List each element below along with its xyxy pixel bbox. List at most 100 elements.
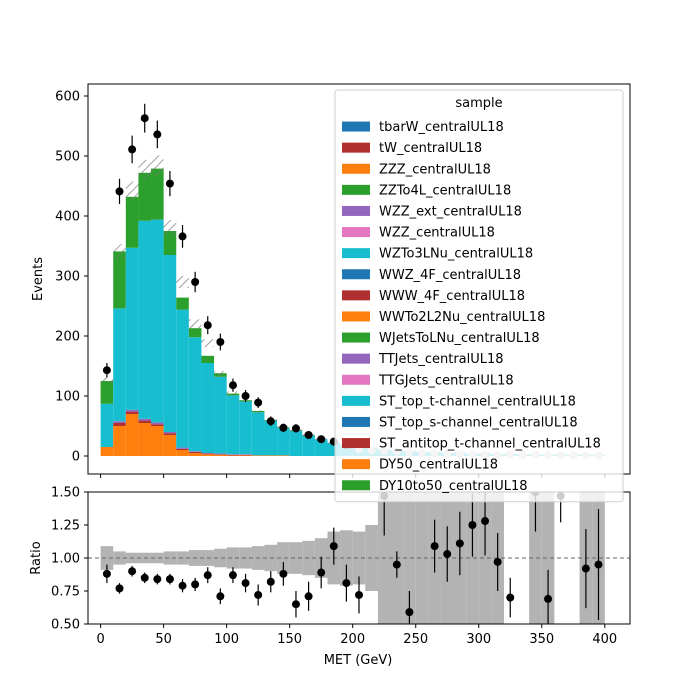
mc-unc-2 bbox=[125, 181, 139, 201]
stack-bar-2-9 bbox=[214, 453, 227, 455]
ratio-band-34 bbox=[529, 492, 542, 624]
ratio-band-4 bbox=[151, 552, 164, 564]
stack-bar-0-6 bbox=[176, 450, 189, 456]
data-point-5 bbox=[165, 179, 174, 188]
stack-bar-3-17 bbox=[314, 439, 328, 456]
ratio-uncertainty-band bbox=[100, 492, 605, 624]
mc-unc-5 bbox=[163, 220, 177, 236]
legend-swatch-10 bbox=[342, 332, 370, 343]
ratio-point-30 bbox=[544, 594, 553, 603]
legend-swatch-3 bbox=[342, 184, 370, 195]
stack-bar-3-14 bbox=[277, 427, 290, 456]
legend-label-7: WWZ_4F_centralUL18 bbox=[379, 268, 521, 283]
ratio-point-18 bbox=[329, 542, 338, 551]
ratio-point-15 bbox=[291, 600, 300, 609]
ratio-point-20 bbox=[355, 590, 363, 599]
ratio-point-29 bbox=[506, 593, 515, 602]
legend-title: sample bbox=[455, 96, 502, 111]
legend-label-14: ST_top_s-channel_centralUL18 bbox=[379, 415, 578, 430]
ratio-xtick-label-100: 100 bbox=[214, 632, 239, 647]
ratio-point-11 bbox=[241, 579, 250, 588]
stack-bar-4-6 bbox=[176, 297, 189, 310]
data-point-7 bbox=[191, 278, 200, 286]
legend-label-2: ZZZ_centralUL18 bbox=[379, 162, 491, 177]
legend-swatch-4 bbox=[342, 205, 370, 216]
ratio-point-12 bbox=[254, 590, 263, 599]
ratio-band-19 bbox=[340, 530, 353, 586]
legend-label-4: WZZ_ext_centralUL18 bbox=[379, 204, 522, 219]
mc-unc-0 bbox=[100, 377, 114, 383]
ratio-xtick-label-0: 0 bbox=[96, 632, 104, 647]
stack-bar-4-2 bbox=[125, 196, 139, 248]
data-point-8 bbox=[203, 321, 212, 330]
ratio-point-3 bbox=[140, 573, 149, 582]
legend-label-8: WWW_4F_centralUL18 bbox=[379, 289, 525, 304]
legend-label-11: TTJets_centralUL18 bbox=[378, 352, 504, 367]
stack-bar-0-10 bbox=[226, 455, 240, 456]
data-point-3 bbox=[140, 114, 149, 123]
stack-bar-0-2 bbox=[125, 414, 139, 456]
main-ytick-label-100: 100 bbox=[55, 390, 80, 405]
stack-bar-3-1 bbox=[113, 308, 126, 422]
ratio-xtick-label-250: 250 bbox=[403, 632, 428, 647]
legend-swatch-1 bbox=[342, 142, 370, 153]
data-point-14 bbox=[279, 423, 288, 432]
stack-bar-3-9 bbox=[214, 376, 227, 454]
stack-bar-1-8 bbox=[201, 453, 215, 455]
ratio-point-1 bbox=[115, 584, 124, 593]
ratio-band-0 bbox=[100, 546, 114, 570]
legend-box bbox=[334, 89, 624, 503]
legend-label-5: WZZ_centralUL18 bbox=[379, 226, 495, 241]
mc-unc-1 bbox=[113, 244, 126, 259]
ratio-point-4 bbox=[153, 575, 162, 584]
stack-bar-3-4 bbox=[151, 219, 164, 423]
stack-bar-3-0 bbox=[100, 403, 114, 447]
stack-bar-2-4 bbox=[151, 422, 164, 425]
legend-label-1: tW_centralUL18 bbox=[379, 141, 482, 156]
legend-label-3: ZZTo4L_centralUL18 bbox=[379, 183, 511, 198]
ratio-point-5 bbox=[165, 575, 174, 584]
ratio-point-17 bbox=[317, 568, 326, 577]
ratio-ytick-label-0: 0.50 bbox=[51, 618, 80, 633]
legend-swatch-17 bbox=[342, 480, 370, 491]
main-y-ticks: 0 100 200 300 400 500 600 bbox=[55, 90, 88, 465]
stack-bar-1-6 bbox=[176, 448, 189, 450]
ratio-ytick-label-3: 1.25 bbox=[51, 519, 80, 534]
stack-bar-3-2 bbox=[125, 247, 139, 410]
ratio-point-8 bbox=[203, 571, 212, 580]
stack-bar-2-10 bbox=[226, 454, 240, 455]
ratio-xtick-label-50: 50 bbox=[155, 632, 172, 647]
stack-bar-3-16 bbox=[302, 435, 315, 456]
mc-unc-10 bbox=[226, 391, 240, 396]
ratio-point-26 bbox=[468, 521, 477, 529]
legend-swatch-9 bbox=[342, 311, 370, 322]
stack-bar-1-1 bbox=[113, 423, 126, 426]
ratio-xtick-label-150: 150 bbox=[277, 632, 302, 647]
stack-bar-1-2 bbox=[125, 411, 139, 414]
ratio-point-16 bbox=[304, 592, 313, 601]
data-point-10 bbox=[228, 381, 237, 390]
ratio-point-10 bbox=[228, 571, 237, 580]
stack-bar-3-7 bbox=[188, 337, 202, 452]
stack-bar-4-7 bbox=[188, 328, 202, 338]
ratio-x-ticks: 0 50 100 150 200 250 300 350 400 bbox=[96, 624, 617, 647]
legend-swatch-15 bbox=[342, 438, 370, 449]
stack-bar-3-3 bbox=[138, 220, 152, 419]
stack-bar-2-5 bbox=[163, 432, 177, 434]
ratio-point-25 bbox=[455, 539, 464, 548]
stack-bar-1-5 bbox=[163, 433, 177, 435]
ratio-xtick-label-350: 350 bbox=[529, 632, 554, 647]
ratio-band-30 bbox=[478, 492, 492, 624]
ratio-point-22 bbox=[405, 608, 414, 617]
ratio-band-24 bbox=[403, 492, 416, 624]
data-point-2 bbox=[128, 145, 137, 154]
data-point-4 bbox=[153, 130, 162, 139]
ratio-points bbox=[102, 492, 603, 624]
data-point-9 bbox=[216, 338, 225, 346]
stack-bar-2-3 bbox=[138, 418, 152, 421]
data-point-12 bbox=[254, 398, 263, 407]
stack-bar-0-8 bbox=[201, 454, 215, 456]
ratio-xtick-label-200: 200 bbox=[340, 632, 365, 647]
stack-bar-3-10 bbox=[226, 395, 240, 455]
